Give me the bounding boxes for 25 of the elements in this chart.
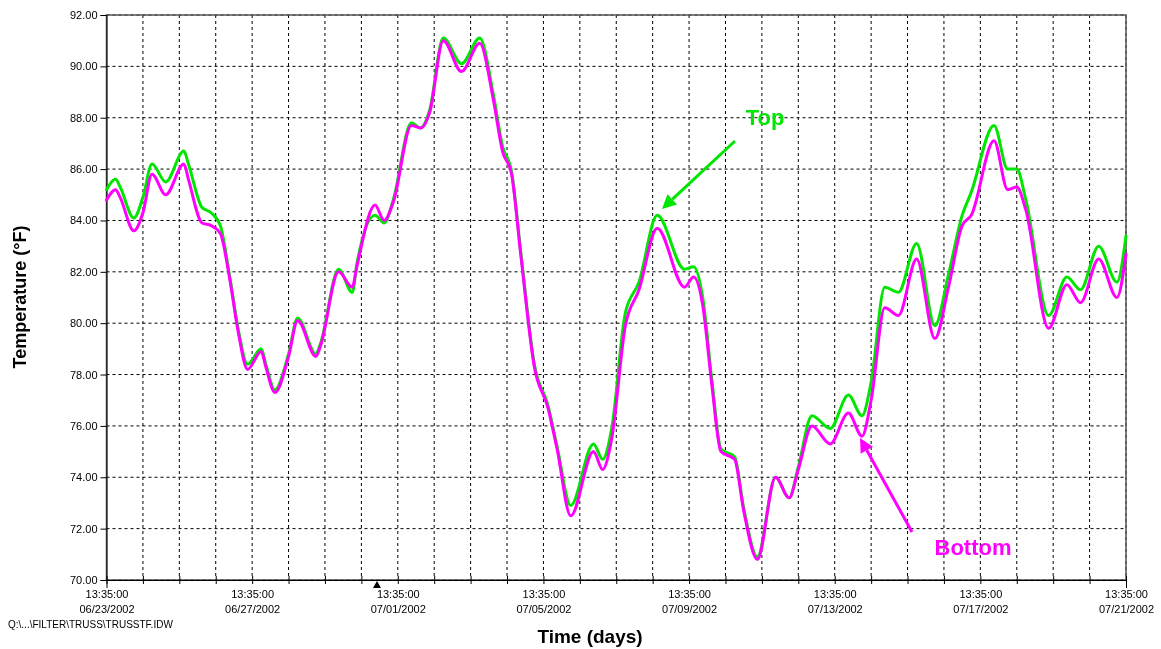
x-axis-title: Time (days) [537, 626, 643, 647]
y-axis-title: Temperature (°F) [10, 225, 30, 369]
y-tick-label: 92.00 [69, 9, 98, 22]
y-tick-label: 76.00 [69, 419, 98, 432]
x-tick-label: 13:35:00 07/13/2002 [807, 588, 863, 615]
y-tick-label: 84.00 [69, 214, 98, 227]
x-tick-label: 13:35:00 06/23/2002 [79, 588, 135, 615]
y-tick-label: 88.00 [69, 111, 98, 124]
y-tick-label: 78.00 [69, 368, 98, 381]
text: Bottom [934, 535, 1012, 560]
y-tick-label: 82.00 [69, 265, 98, 278]
x-tick-label: 13:35:00 07/01/2002 [370, 588, 426, 615]
y-tick-label: 86.00 [69, 163, 98, 176]
y-tick-label: 72.00 [69, 522, 98, 535]
x-tick-label: 13:35:00 07/05/2002 [516, 588, 572, 615]
y-tick-label: 90.00 [69, 60, 98, 73]
x-tick-label: 13:35:00 07/21/2002 [1098, 588, 1155, 615]
x-tick-label: 13:35:00 07/09/2002 [662, 588, 718, 615]
x-tick-label: 13:35:00 06/27/2002 [225, 588, 281, 615]
y-tick-label: 80.00 [69, 317, 98, 330]
y-tick-label: 74.00 [69, 471, 98, 484]
x-tick-label: 13:35:00 07/17/2002 [953, 588, 1009, 615]
y-tick-label: 70.00 [69, 574, 98, 587]
text: Q:\...\FILTER\TRUSS\TRUSSTF.IDW [8, 619, 174, 630]
text: Top [745, 105, 785, 130]
